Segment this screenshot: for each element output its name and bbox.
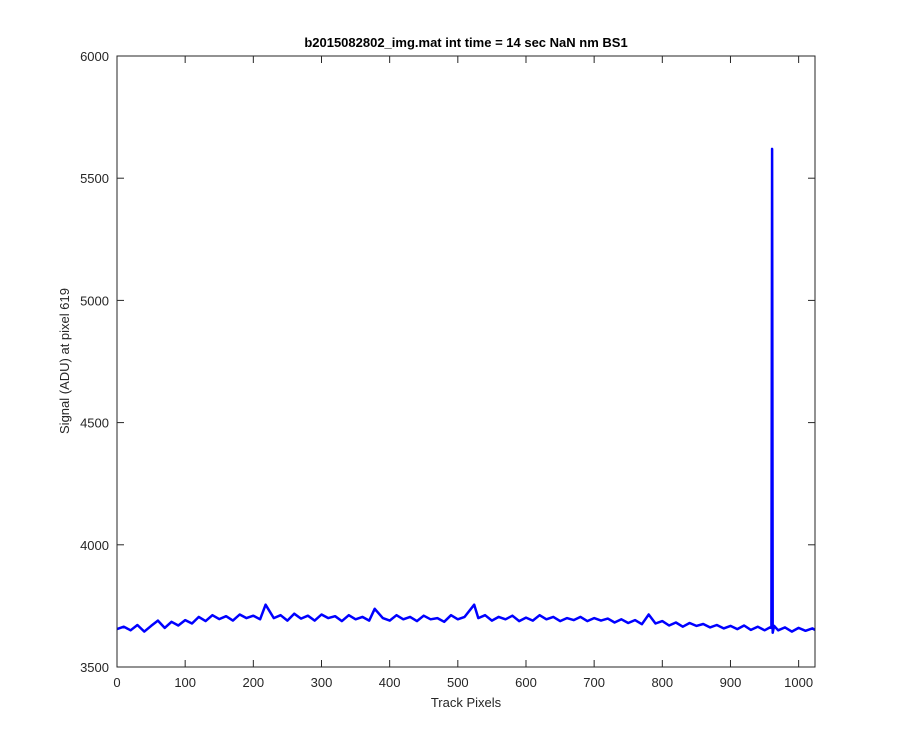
x-axis-label: Track Pixels	[431, 695, 502, 710]
x-tick-label: 200	[242, 675, 264, 690]
series-line	[116, 147, 816, 635]
y-tick-label: 5500	[80, 171, 109, 186]
x-tick-label: 300	[311, 675, 333, 690]
y-tick-label: 4000	[80, 538, 109, 553]
x-tick-label: 500	[447, 675, 469, 690]
y-axis-label: Signal (ADU) at pixel 619	[57, 288, 72, 434]
x-tick-label: 800	[651, 675, 673, 690]
x-tick-label: 100	[174, 675, 196, 690]
axis-tick-labels: 0 100 200 300 400 500 600 700 800 900 1000 3500 4000…	[80, 49, 813, 690]
y-tick-label: 4500	[80, 416, 109, 431]
x-tick-label: 1000	[784, 675, 813, 690]
series-group	[116, 147, 816, 635]
y-tick-label: 3500	[80, 660, 109, 675]
y-tick-label: 5000	[80, 293, 109, 308]
plot-frame	[116, 55, 816, 668]
x-tick-label: 600	[515, 675, 537, 690]
chart-title: b2015082802_img.mat int time = 14 sec Na…	[304, 35, 627, 50]
x-tick-label: 700	[583, 675, 605, 690]
plot-area	[117, 56, 815, 667]
x-tick-label: 400	[379, 675, 401, 690]
y-tick-label: 6000	[80, 49, 109, 64]
x-tick-label: 0	[113, 675, 120, 690]
axis-ticks	[116, 55, 815, 668]
x-tick-label: 900	[720, 675, 742, 690]
